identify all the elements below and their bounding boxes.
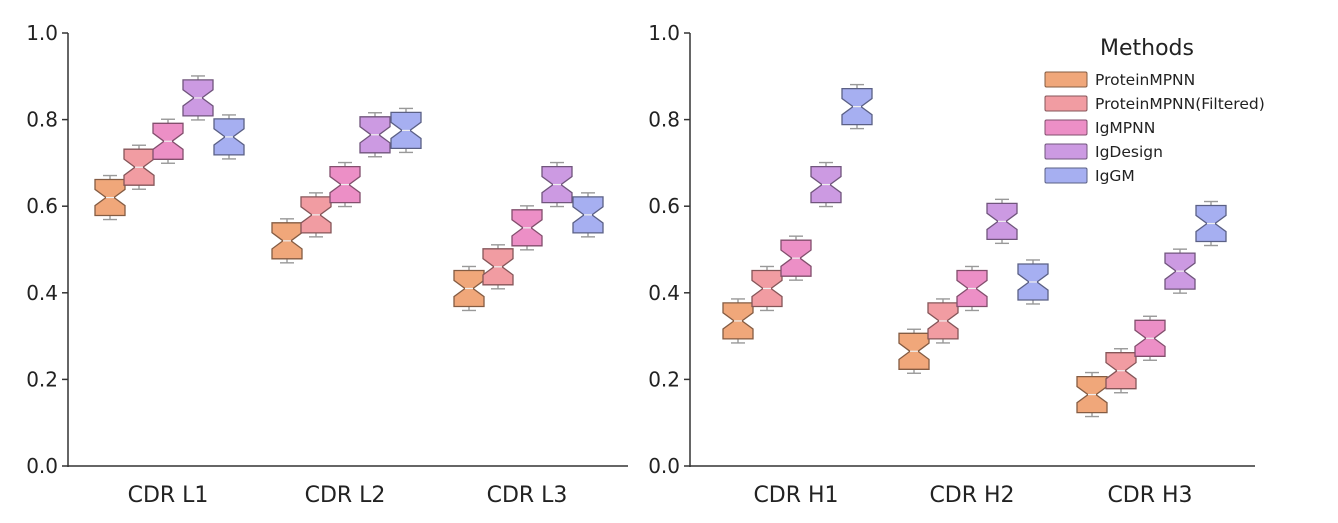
y-tick-label: 0.4	[26, 281, 58, 305]
box-proteinmpnn-filtered-cdr-l3	[482, 244, 514, 290]
box-iggm-cdr-h2	[1017, 259, 1049, 305]
box-proteinmpnn-cdr-l2	[271, 218, 303, 264]
box-proteinmpnn-cdr-l3	[453, 265, 485, 312]
box-iggm-cdr-l1	[213, 114, 245, 160]
legend-label: IgDesign	[1095, 143, 1163, 161]
panel-left: 0.0 0.2 0.4 0.6 0.8 1.0 CDR L1 CDR L2 CDR L3	[26, 21, 628, 508]
y-tick-label: 0.2	[648, 367, 680, 391]
box-iggm-cdr-l3	[572, 192, 604, 238]
box-proteinmpnn-cdr-h2	[898, 328, 930, 374]
y-tick-label: 0.8	[648, 108, 680, 132]
box-igmpnn-cdr-l3	[511, 205, 543, 251]
y-tick-label: 1.0	[648, 21, 680, 45]
box-igdesign-cdr-l2	[359, 112, 391, 158]
y-tick-label: 0.6	[26, 194, 58, 218]
box-proteinmpnn-filtered-cdr-h1	[751, 265, 783, 312]
x-tick-label-cdr-l3: CDR L3	[487, 483, 568, 508]
y-tick-label: 0.0	[648, 454, 680, 478]
legend-label: IgMPNN	[1095, 119, 1155, 137]
box-igmpnn-cdr-h3	[1134, 315, 1166, 361]
box-igdesign-cdr-h1	[810, 161, 842, 208]
box-proteinmpnn-filtered-cdr-l2	[300, 192, 332, 238]
box-igdesign-cdr-h2	[986, 198, 1018, 245]
x-tick-label-cdr-l1: CDR L1	[128, 483, 209, 508]
box-igdesign-cdr-l1	[182, 75, 214, 121]
legend-title: Methods	[1100, 36, 1194, 61]
box-igmpnn-cdr-l2	[329, 161, 361, 208]
legend-label: IgGM	[1095, 167, 1135, 185]
legend-item-proteinmpnn: ProteinMPNN	[1044, 71, 1195, 89]
y-tick-label: 0.2	[26, 367, 58, 391]
y-tick-label: 0.8	[26, 108, 58, 132]
legend-item-igdesign: IgDesign	[1044, 143, 1163, 161]
box-proteinmpnn-cdr-h1	[722, 298, 754, 344]
box-igmpnn-cdr-h2	[956, 265, 988, 312]
legend-item-proteinmpnn-filtered: ProteinMPNN(Filtered)	[1044, 95, 1265, 113]
legend: Methods ProteinMPNN ProteinMPNN(Filtered) I…	[1044, 36, 1265, 185]
y-tick-label: 0.4	[648, 281, 680, 305]
legend-label: ProteinMPNN(Filtered)	[1095, 95, 1265, 113]
box-proteinmpnn-filtered-cdr-h3	[1105, 348, 1137, 394]
legend-swatch	[1044, 119, 1088, 136]
box-proteinmpnn-cdr-h3	[1076, 371, 1108, 418]
box-proteinmpnn-cdr-l1	[94, 174, 126, 221]
box-igdesign-cdr-h3	[1164, 248, 1196, 294]
x-tick-label-cdr-h3: CDR H3	[1107, 483, 1192, 508]
box-igdesign-cdr-l3	[541, 161, 573, 208]
box-iggm-cdr-h1	[841, 83, 873, 130]
y-tick-label: 1.0	[26, 21, 58, 45]
y-tick-label: 0.0	[26, 454, 58, 478]
y-tick-label: 0.6	[648, 194, 680, 218]
panel-right: 0.0 0.2 0.4 0.6 0.8 1.0 CDR H1 CDR H2 CDR H3	[648, 21, 1255, 508]
legend-swatch	[1044, 167, 1088, 184]
legend-item-iggm: IgGM	[1044, 167, 1135, 185]
box-igmpnn-cdr-h1	[780, 235, 812, 281]
box-proteinmpnn-filtered-cdr-l1	[123, 144, 155, 190]
legend-label: ProteinMPNN	[1095, 71, 1195, 89]
box-iggm-cdr-l2	[390, 107, 422, 154]
box-iggm-cdr-h3	[1195, 200, 1227, 247]
legend-item-igmpnn: IgMPNN	[1044, 119, 1155, 137]
x-tick-label-cdr-h1: CDR H1	[753, 483, 838, 508]
legend-swatch	[1044, 71, 1088, 88]
x-tick-label-cdr-l2: CDR L2	[305, 483, 386, 508]
box-proteinmpnn-filtered-cdr-h2	[927, 298, 959, 344]
x-tick-label-cdr-h2: CDR H2	[929, 483, 1014, 508]
box-igmpnn-cdr-l1	[152, 118, 184, 164]
legend-swatch	[1044, 95, 1088, 112]
legend-swatch	[1044, 143, 1088, 160]
